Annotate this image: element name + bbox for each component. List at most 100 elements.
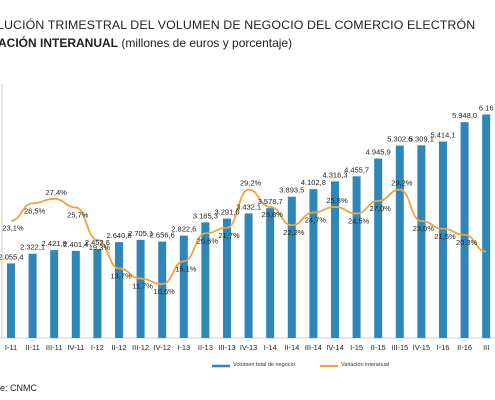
line-value-label: 23,1% xyxy=(2,224,24,233)
title-line-2-bold: ACIÓN INTERANUAL xyxy=(0,36,118,50)
bar-value-label: 2.640,8 xyxy=(106,231,131,240)
source-note: e: CNMC xyxy=(0,383,38,393)
line-value-label: 10,6% xyxy=(154,287,176,296)
bar-series xyxy=(7,114,491,338)
line-value-label: 13,7% xyxy=(110,271,132,280)
bar xyxy=(482,114,491,338)
bar xyxy=(439,141,447,338)
line-series xyxy=(10,188,487,286)
bar-value-label: 2.452,6 xyxy=(85,238,110,247)
x-tick-label: III xyxy=(483,343,489,352)
x-tick-label: III-13 xyxy=(218,343,235,352)
bar xyxy=(374,158,383,338)
bar xyxy=(395,145,404,338)
line-value-label: 19,3% xyxy=(89,243,111,252)
x-tick-label: I-16 xyxy=(437,343,450,352)
bar xyxy=(201,222,210,338)
x-tick-label: II-12 xyxy=(111,343,126,352)
bar-value-label: 5.309,1 xyxy=(409,134,434,143)
bar-value-label: 2.705,1 xyxy=(128,229,153,238)
bar xyxy=(179,235,188,338)
line-value-label: 24,7% xyxy=(305,216,327,225)
x-tick-label: III-15 xyxy=(391,343,408,352)
bar-value-label: 3.893,5 xyxy=(279,186,304,195)
x-tick-label: IV-14 xyxy=(326,343,344,352)
x-tick-label: IV-13 xyxy=(240,343,258,352)
line-value-label: 25,7% xyxy=(67,210,89,219)
x-tick-label: III-11 xyxy=(46,343,63,352)
title-line-1: LUCIÓN TRIMESTRAL DEL VOLUMEN DE NEGOCIO… xyxy=(0,18,476,32)
bar xyxy=(71,250,80,338)
x-tick-label: II-16 xyxy=(457,343,472,352)
bar-value-label: 6.16 xyxy=(479,103,494,112)
data-labels: 2.055,42.322,12.421,82.401,42.452,62.640… xyxy=(0,103,494,296)
bar xyxy=(331,181,339,338)
x-tick-label: II-14 xyxy=(284,343,299,352)
x-tick-label: I-11 xyxy=(5,343,17,352)
bar xyxy=(417,145,426,338)
bar xyxy=(136,239,145,338)
bar xyxy=(93,249,102,338)
line-value-label: 22,2% xyxy=(283,228,305,237)
line-value-label: 11,7% xyxy=(132,282,153,291)
bar xyxy=(50,250,59,338)
bar xyxy=(244,213,253,338)
legend-line-label: Variación interanual xyxy=(341,362,390,368)
line-value-label: 29,2% xyxy=(240,179,262,188)
x-tick-label: I-14 xyxy=(264,343,277,352)
chart-title: LUCIÓN TRIMESTRAL DEL VOLUMEN DE NEGOCIO… xyxy=(0,18,495,50)
line-value-label: 26,5% xyxy=(24,206,46,215)
x-tick-label: IV-12 xyxy=(153,343,171,352)
bar-value-label: 3.185,3 xyxy=(193,211,218,220)
bar-value-label: 2.421,8 xyxy=(42,239,67,248)
x-tick-label: I-12 xyxy=(91,343,104,352)
bar xyxy=(287,196,296,338)
line-value-label: 25,8% xyxy=(326,196,348,205)
bar xyxy=(223,218,231,338)
variation-line xyxy=(10,188,487,286)
bar-value-label: 4.316,3 xyxy=(322,170,347,179)
title-line-2: ACIÓN INTERANUAL (millones de euros y po… xyxy=(0,36,495,50)
bar-value-label: 5.414,1 xyxy=(430,131,455,140)
bar xyxy=(28,253,37,338)
bar xyxy=(309,189,318,338)
bar xyxy=(158,241,167,338)
bar-value-label: 2.401,4 xyxy=(63,240,88,249)
bar-value-label: 2.822,6 xyxy=(171,225,196,234)
bar xyxy=(266,208,275,338)
x-tick-label: IV-11 xyxy=(67,343,84,352)
title-line-2-rest: (millones de euros y porcentaje) xyxy=(118,36,293,50)
line-value-label: 29,2% xyxy=(391,179,413,188)
legend-bar-label: Volumen total de negocio xyxy=(233,362,295,368)
bar-value-label: 4.945,9 xyxy=(366,148,391,157)
bar-value-label: 2.322,1 xyxy=(20,243,45,252)
line-value-label: 25,8% xyxy=(262,210,284,219)
line-value-label: 21,5% xyxy=(434,232,456,241)
bar-value-label: 2.055,4 xyxy=(0,252,24,261)
bar-value-label: 3.578,7 xyxy=(258,197,283,206)
line-value-label: 20,6% xyxy=(197,236,219,245)
x-tick-label: IV-15 xyxy=(413,343,431,352)
bar xyxy=(115,242,123,338)
line-value-label: 27,4% xyxy=(46,188,68,197)
bar-value-label: 3.291,0 xyxy=(214,208,239,217)
bar-value-label: 4.102,8 xyxy=(301,178,326,187)
bar xyxy=(7,263,15,338)
x-tick-label: II-15 xyxy=(371,343,386,352)
bar-value-label: 4.455,7 xyxy=(344,165,369,174)
bar-value-label: 3.432,1 xyxy=(236,202,261,211)
line-value-label: 27,0% xyxy=(370,204,392,213)
line-value-label: 20,3% xyxy=(456,238,478,247)
x-tick-label: II-11 xyxy=(25,343,39,352)
line-value-label: 15,1% xyxy=(175,264,197,273)
line-value-label: 21,7% xyxy=(218,231,240,240)
bar-value-label: 5.948,0 xyxy=(452,111,477,120)
bar-value-label: 5.302,6 xyxy=(387,135,412,144)
bar-value-label: 2.656,6 xyxy=(150,231,175,240)
x-tick-label: III-14 xyxy=(305,343,322,352)
line-value-label: 23,0% xyxy=(413,224,435,233)
x-tick-label: I-15 xyxy=(350,343,363,352)
x-tick-label: I-13 xyxy=(177,343,190,352)
bar xyxy=(352,176,361,338)
